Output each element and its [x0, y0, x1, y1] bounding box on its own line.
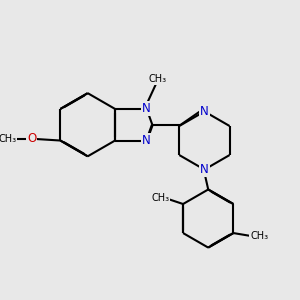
Text: N: N	[142, 102, 151, 116]
Text: CH₃: CH₃	[151, 193, 169, 203]
Text: N: N	[200, 163, 209, 176]
Text: CH₃: CH₃	[148, 74, 167, 84]
Text: CH₃: CH₃	[250, 231, 268, 241]
Text: N: N	[200, 105, 209, 118]
Text: N: N	[142, 134, 151, 147]
Text: O: O	[27, 132, 37, 146]
Text: CH₃: CH₃	[0, 134, 17, 144]
